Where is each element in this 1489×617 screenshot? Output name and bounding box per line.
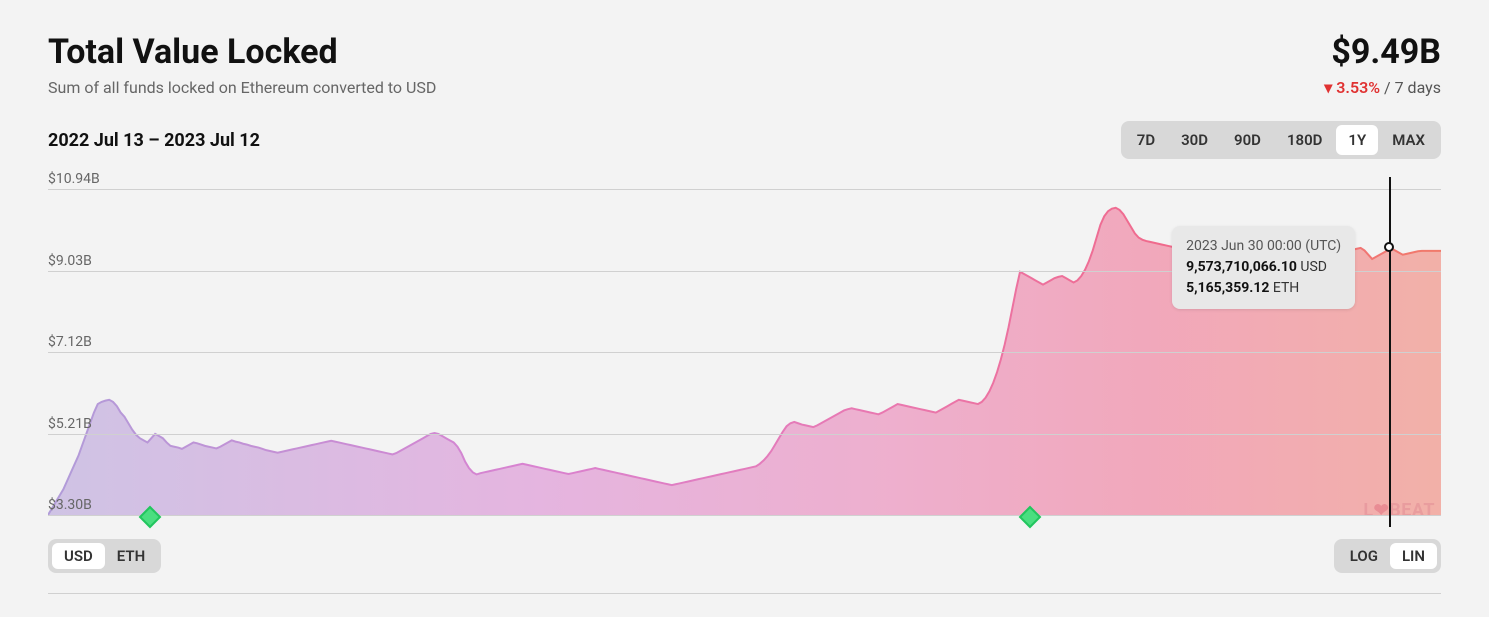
- chart-tooltip: 2023 Jun 30 00:00 (UTC)9,573,710,066.10 …: [1172, 226, 1355, 309]
- scale-toggle: LOGLIN: [1334, 539, 1441, 573]
- y-axis-label: $5.21B: [48, 416, 92, 432]
- currency-usd[interactable]: USD: [52, 543, 105, 569]
- range-max[interactable]: MAX: [1380, 125, 1437, 155]
- change-percent: 3.53%: [1324, 78, 1380, 97]
- date-range: 2022 Jul 13 – 2023 Jul 12: [48, 130, 260, 151]
- y-axis-label: $10.94B: [48, 171, 100, 187]
- currency-toggle: USDETH: [48, 539, 161, 573]
- page-title: Total Value Locked: [48, 32, 436, 72]
- tooltip-usd: 9,573,710,066.10 USD: [1186, 257, 1341, 278]
- page-subtitle: Sum of all funds locked on Ethereum conv…: [48, 78, 436, 97]
- gridline: [48, 515, 1441, 516]
- watermark: L❤BEAT: [1363, 500, 1435, 521]
- range-picker: 7D30D90D180D1YMAX: [1121, 121, 1441, 159]
- tooltip-eth: 5,165,359.12 ETH: [1186, 278, 1341, 299]
- y-axis-label: $9.03B: [48, 253, 92, 269]
- y-axis-label: $3.30B: [48, 497, 92, 513]
- change-separator: /: [1384, 78, 1395, 97]
- crosshair-line: [1389, 177, 1391, 527]
- crosshair-point: [1384, 242, 1394, 252]
- range-90d[interactable]: 90D: [1222, 125, 1273, 155]
- gridline: [48, 189, 1441, 190]
- tvl-change: 3.53% / 7 days: [1324, 78, 1441, 97]
- divider: [48, 593, 1441, 594]
- tvl-value: $9.49B: [1324, 32, 1441, 72]
- scale-lin[interactable]: LIN: [1390, 543, 1437, 569]
- range-7d[interactable]: 7D: [1125, 125, 1167, 155]
- range-30d[interactable]: 30D: [1169, 125, 1220, 155]
- change-period: 7 days: [1395, 78, 1441, 97]
- chart-area[interactable]: L❤BEAT $10.94B$9.03B$7.12B$5.21B$3.30B20…: [48, 177, 1441, 527]
- range-180d[interactable]: 180D: [1275, 125, 1334, 155]
- scale-log[interactable]: LOG: [1338, 543, 1390, 569]
- range-1y[interactable]: 1Y: [1336, 125, 1378, 155]
- y-axis-label: $7.12B: [48, 334, 92, 350]
- gridline: [48, 352, 1441, 353]
- gridline: [48, 434, 1441, 435]
- tooltip-date: 2023 Jun 30 00:00 (UTC): [1186, 236, 1341, 257]
- currency-eth[interactable]: ETH: [105, 543, 157, 569]
